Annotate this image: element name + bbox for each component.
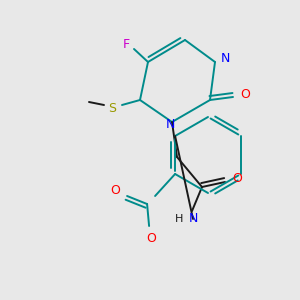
Text: O: O xyxy=(146,232,156,244)
Text: H: H xyxy=(175,214,183,224)
Text: O: O xyxy=(110,184,120,196)
Text: S: S xyxy=(108,101,116,115)
Text: N: N xyxy=(188,212,198,226)
Text: O: O xyxy=(232,172,242,185)
Text: N: N xyxy=(165,118,175,131)
Text: N: N xyxy=(220,52,230,65)
Text: O: O xyxy=(240,88,250,101)
Text: F: F xyxy=(122,38,130,50)
